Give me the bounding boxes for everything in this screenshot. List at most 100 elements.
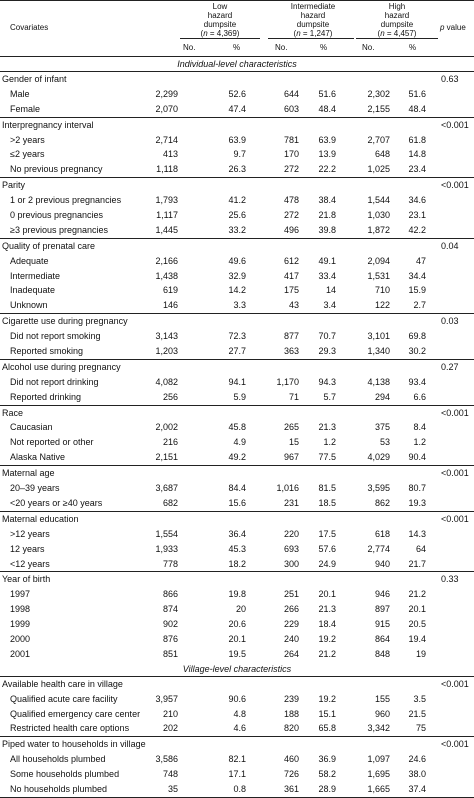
percent-cell: 58.2 [318,769,336,780]
percent-cell: 14.2 [228,285,246,296]
category-label: Maternal age [2,468,55,479]
group-underline [268,38,354,39]
no-header: No. [183,43,196,52]
p-value-cell: 0.33 [441,574,459,585]
p-value-cell: <0.001 [441,739,469,750]
section-title: Individual-level characteristics [177,59,297,69]
count-cell: 644 [283,88,299,99]
percent-cell: 37.4 [408,783,426,794]
row-label: 2001 [10,648,31,659]
count-cell: 300 [283,558,299,569]
table-row: Reported drinking 256 5.9 71 5.7 294 6.6 [0,390,474,405]
percent-cell: 93.4 [408,376,426,387]
p-value-cell: <0.001 [441,513,469,524]
count-cell: 915 [374,619,390,630]
percent-cell: 49.6 [228,255,246,266]
group-line: hazard [300,11,326,20]
percent-cell: 15.1 [318,708,336,719]
percent-cell: 51.6 [408,88,426,99]
row-label: 1998 [10,604,31,615]
percent-cell: 94.3 [318,376,336,387]
percent-cell: 61.8 [408,134,426,145]
percent-cell: 80.7 [408,483,426,494]
percent-cell: 18.5 [318,497,336,508]
count-cell: 175 [283,285,299,296]
group-line: Low [212,2,228,11]
percent-cell: 19.4 [408,633,426,644]
category-row: Piped water to households in village <0.0… [0,736,474,752]
percent-cell: 84.4 [228,483,246,494]
category-row: Parity <0.001 [0,177,474,193]
table-row: Unknown 146 3.3 43 3.4 122 2.7 [0,298,474,313]
group-line: dumpsite [380,20,414,29]
category-row: Race <0.001 [0,404,474,421]
percent-cell: 21.7 [408,558,426,569]
count-cell: 1,340 [367,346,390,357]
percent-cell: 20.6 [228,619,246,630]
row-label: 0 previous pregnancies [10,210,104,221]
count-cell: 1,203 [155,346,178,357]
percent-cell: 63.9 [318,134,336,145]
percent-cell: 52.6 [228,88,246,99]
group-n: (n = 1,247) [293,29,333,38]
table-row: Did not report smoking 3,143 72.3 877 70.7 3,… [0,329,474,344]
percent-cell: 22.2 [318,164,336,175]
count-cell: 726 [283,769,299,780]
category-row: Cigarette use during pregnancy 0.03 [0,313,474,329]
count-cell: 1,030 [367,210,390,221]
low-hazard-header: Low hazard dumpsite (n = 4,369) [182,2,258,38]
count-cell: 4,082 [155,376,178,387]
percent-cell: 21.2 [408,589,426,600]
count-cell: 848 [374,648,390,659]
table-row: Adequate 2,166 49.6 612 49.1 2,094 47 [0,254,474,269]
count-cell: 43 [288,300,299,311]
count-cell: 375 [374,422,390,433]
row-label: >2 years [10,134,45,145]
percent-cell: 57.6 [318,543,336,554]
percent-cell: 1.2 [413,437,426,448]
pct-header: % [320,43,328,52]
count-cell: 603 [283,103,299,114]
percent-cell: 82.1 [228,754,246,765]
row-label: Female [10,103,41,114]
count-cell: 71 [288,391,299,402]
row-label: Adequate [10,255,49,266]
count-cell: 1,438 [155,270,178,281]
row-label: 1997 [10,589,31,600]
intermediate-hazard-header: Intermediate hazard dumpsite (n = 1,247) [272,2,354,38]
percent-cell: 34.4 [408,270,426,281]
p-value-cell: <0.001 [441,119,469,130]
table-row: 1999 902 20.6 229 18.4 915 20.5 [0,617,474,632]
percent-cell: 42.2 [408,224,426,235]
count-cell: 967 [283,452,299,463]
count-cell: 2,094 [367,255,390,266]
count-cell: 2,774 [367,543,390,554]
count-cell: 1,016 [276,483,299,494]
row-label: Caucasian [10,422,53,433]
percent-cell: 20.1 [318,589,336,600]
percent-cell: 24.6 [408,754,426,765]
table-row: 0 previous pregnancies 1,117 25.6 272 21.8 1,… [0,208,474,223]
percent-cell: 49.2 [228,452,246,463]
table-row: Caucasian 2,002 45.8 265 21.3 375 8.4 [0,420,474,435]
category-row: Available health care in village <0.001 [0,675,474,692]
count-cell: 3,687 [155,483,178,494]
table-row: 1997 866 19.8 251 20.1 946 21.2 [0,587,474,602]
count-cell: 2,299 [155,88,178,99]
group-line: High [388,2,406,11]
count-cell: 619 [162,285,178,296]
category-label: Alcohol use during pregnancy [2,361,121,372]
p-value-cell: <0.001 [441,678,469,689]
p-value-header: p value [440,23,466,32]
row-label: Alaska Native [10,452,66,463]
percent-cell: 23.4 [408,164,426,175]
count-cell: 3,143 [155,331,178,342]
table-row: Some households plumbed 748 17.1 726 58.2 1,6… [0,767,474,782]
count-cell: 612 [283,255,299,266]
table-row: ≥3 previous pregnancies 1,445 33.2 496 39.8 1… [0,223,474,238]
count-cell: 1,170 [276,376,299,387]
count-cell: 3,957 [155,693,178,704]
table-row: No previous pregnancy 1,118 26.3 272 22.2 1,0… [0,162,474,177]
count-cell: 1,665 [367,783,390,794]
count-cell: 1,872 [367,224,390,235]
